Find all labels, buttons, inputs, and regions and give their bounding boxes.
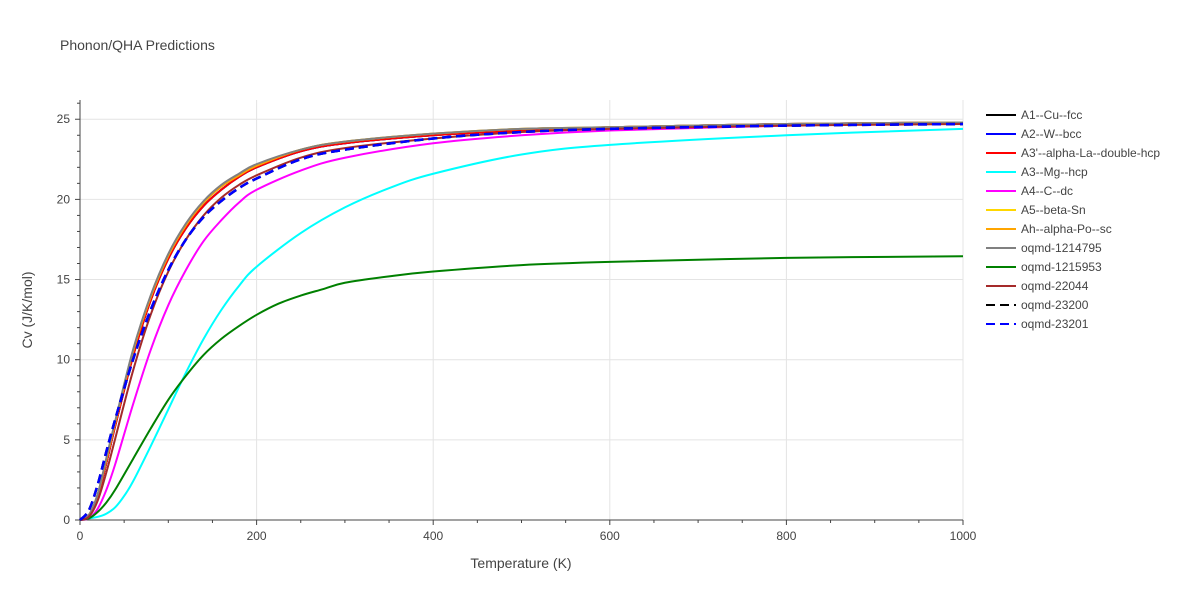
series-line-ah-alpha-po-sc — [79, 121, 964, 521]
x-tick-label: 600 — [600, 529, 620, 543]
y-tick-label: 5 — [63, 433, 70, 447]
legend-label: A2--W--bcc — [1021, 127, 1081, 141]
legend-label: oqmd-23200 — [1021, 298, 1089, 312]
legend-label: oqmd-1215953 — [1021, 260, 1102, 274]
series-line-a1-cu-fcc — [79, 121, 964, 521]
legend-label: Ah--alpha-Po--sc — [1021, 222, 1112, 236]
series-line-a4-c-dc — [79, 121, 964, 521]
series-line-a3-alpha-la-double-hcp — [79, 121, 964, 521]
y-tick-label: 10 — [57, 353, 71, 367]
series-line-a3-mg-hcp — [79, 127, 964, 521]
legend-label: oqmd-22044 — [1021, 279, 1089, 293]
legend: A1--Cu--fcc A2--W--bcc A3'--alpha-La--doub… — [986, 108, 1160, 331]
legend-label: oqmd-23201 — [1021, 317, 1089, 331]
legend-label: A3'--alpha-La--double-hcp — [1021, 146, 1160, 160]
x-axis-label: Temperature (K) — [470, 555, 571, 571]
x-tick-label: 400 — [423, 529, 443, 543]
series-line-oqmd-23201 — [79, 122, 964, 521]
series-group — [79, 121, 964, 521]
x-tick-label: 0 — [77, 529, 84, 543]
legend-label: oqmd-1214795 — [1021, 241, 1102, 255]
grid — [80, 100, 964, 520]
legend-label: A1--Cu--fcc — [1021, 108, 1082, 122]
axes: 0 200 400 600 800 1000 0 5 10 15 20 25 — [57, 100, 977, 543]
legend-label: A4--C--dc — [1021, 184, 1073, 198]
series-line-oqmd-1215953 — [79, 255, 964, 521]
legend-label: A3--Mg--hcp — [1021, 165, 1088, 179]
y-tick-label: 0 — [63, 513, 70, 527]
chart-title: Phonon/QHA Predictions — [60, 37, 215, 53]
y-tick-label: 15 — [57, 273, 71, 287]
y-tick-label: 25 — [57, 112, 71, 126]
x-tick-label: 200 — [247, 529, 267, 543]
legend-label: A5--beta-Sn — [1021, 203, 1086, 217]
series-line-oqmd-1214795 — [79, 121, 964, 521]
series-line-a2-w-bcc — [79, 121, 964, 521]
x-tick-label: 800 — [776, 529, 796, 543]
x-tick-label: 1000 — [950, 529, 977, 543]
y-axis-label: Cv (J/K/mol) — [19, 272, 35, 349]
series-line-a5-beta-sn — [79, 121, 964, 521]
y-tick-label: 20 — [57, 192, 71, 206]
